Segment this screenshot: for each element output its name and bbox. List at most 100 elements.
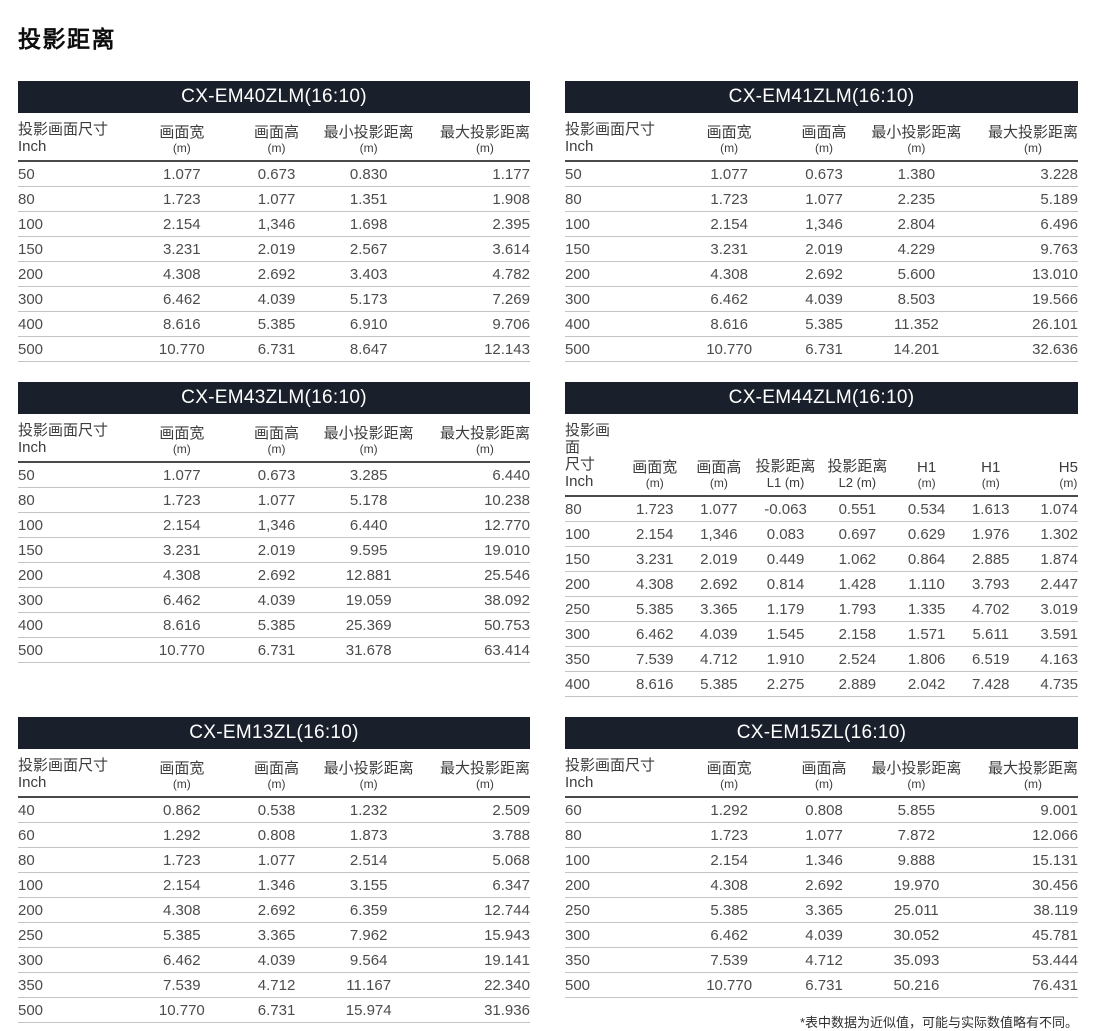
table-cell: 2.042 [907,675,946,693]
table-row: 500 10.770 6.731 31.678 63.414 [18,638,530,663]
table-cell: 100 [18,876,44,894]
column-header: H1 (m) [981,459,1001,490]
table-cell: 2.692 [805,265,843,283]
table-cell: 2.154 [710,215,748,233]
table-cell: 2.514 [349,851,388,869]
table-cell: 500 [18,641,44,659]
column-header: 最大投影距离 (m) [987,124,1078,155]
table-row: 100 2.154 1.346 3.155 6.347 [18,873,530,898]
table-cell: 15.974 [345,1001,392,1019]
table-cell: 6.462 [710,290,748,308]
table-cell: 2.889 [838,675,877,693]
column-header: 画面高 (m) [254,760,300,791]
column-header: 最小投影距离 (m) [323,760,414,791]
table-cell: 4.782 [492,265,530,283]
table-cell: 25.011 [894,901,939,919]
table-cell: 1.723 [163,190,201,208]
table-cell: 0.864 [907,550,946,568]
table-body: 40 0.862 0.538 1.232 2.509 60 1.292 0.808 1.873 3… [18,798,530,1023]
table-cell: 2.885 [971,550,1010,568]
table-cell: 12.143 [484,340,530,358]
table-cell: 6.462 [163,951,201,969]
table-cell: 25.369 [345,616,392,634]
table-cell: 6.462 [710,926,748,944]
table-cell: 1.077 [710,165,748,183]
table-row: 250 5.385 3.365 7.962 15.943 [18,923,530,948]
table-cell: 2.692 [700,575,738,593]
table-cell: 5.173 [349,290,388,308]
table-row: 400 8.616 5.385 11.352 26.101 [565,312,1078,337]
table-cell: 100 [18,516,44,534]
column-header: 画面高 (m) [254,425,300,456]
table-row: 80 1.723 1.077 2.514 5.068 [18,848,530,873]
table-body: 50 1.077 0.673 1.380 3.228 80 1.723 1.077 2.235 5… [565,162,1078,362]
table-cell: 1.077 [257,491,296,509]
table-cell: 1.062 [838,550,877,568]
table-cell: 2.804 [897,215,936,233]
table-cell: 1,346 [257,516,296,534]
table-cell: 2.692 [257,901,296,919]
table-cell: 8.616 [635,675,674,693]
projection-table-cx-em41zlm: CX-EM41ZLM(16:10) 投影画面尺寸 Inch 画面宽 (m) 画面高 (m)… [565,81,1078,362]
table-title: CX-EM13ZL(16:10) [18,717,530,749]
table-row: 40 0.862 0.538 1.232 2.509 [18,798,530,823]
table-cell: 5.385 [163,926,201,944]
table-row: 100 2.154 1.346 9.888 15.131 [565,848,1078,873]
table-cell: 2.154 [163,516,201,534]
table-column-headers: 投影画面尺寸 Inch 画面宽 (m) 画面高 (m) 最小投影距离 (m) 最大投影距离 (m) [18,749,530,798]
table-cell: 1.874 [1040,550,1078,568]
table-cell: 2.154 [163,876,201,894]
table-cell: 3.231 [163,240,201,258]
column-header: 投影画面尺寸Inch [565,422,611,490]
table-cell: 0.538 [257,801,296,819]
table-cell: 7.539 [710,951,748,969]
table-cell: 19.010 [484,541,530,559]
table-cell: 1.908 [492,190,530,208]
table-cell: 0.449 [766,550,805,568]
table-cell: 200 [565,876,591,894]
table-row: 350 7.539 4.712 11.167 22.340 [18,973,530,998]
table-cell: 0.673 [805,165,843,183]
column-header: 画面高 (m) [801,760,847,791]
table-row: 100 2.154 1,346 2.804 6.496 [565,212,1078,237]
table-cell: 6.347 [492,876,530,894]
column-header: 最小投影距离 (m) [871,760,962,791]
table-cell: 200 [18,901,44,919]
table-cell: 5.178 [349,491,388,509]
table-cell: 250 [565,901,591,919]
column-header: 最大投影距离 (m) [439,425,530,456]
table-cell: 400 [565,675,591,693]
table-cell: 50 [18,466,35,484]
table-cell: 2.154 [710,851,748,869]
table-cell: 32.636 [1032,340,1078,358]
table-row: 300 6.462 4.039 19.059 38.092 [18,588,530,613]
table-cell: 80 [18,491,35,509]
table-row: 500 10.770 6.731 14.201 32.636 [565,337,1078,362]
table-cell: 1.976 [971,525,1010,543]
table-row: 50 1.077 0.673 1.380 3.228 [565,162,1078,187]
table-cell: 1.346 [257,876,296,894]
table-cell: 1.723 [710,190,748,208]
table-cell: 35.093 [893,951,940,969]
table-cell: 10.770 [706,976,753,994]
table-cell: 1.723 [710,826,748,844]
table-row: 300 6.462 4.039 1.545 2.158 1.571 5.611 3.591 [565,622,1078,647]
table-cell: 5.611 [972,625,1009,643]
table-cell: 3.285 [349,466,388,484]
page-title: 投影距离 [18,26,116,52]
table-cell: 10.238 [484,491,530,509]
table-cell: 2.019 [257,240,296,258]
table-cell: 8.616 [163,315,201,333]
table-cell: 7.872 [897,826,936,844]
table-cell: 3.155 [349,876,388,894]
column-header: 画面宽 (m) [706,760,752,791]
table-cell: 4.308 [710,876,748,894]
column-header: 最小投影距离 (m) [323,425,414,456]
table-cell: 1.302 [1040,525,1078,543]
table-cell: 1.074 [1040,500,1078,518]
right-bottom-column: CX-EM15ZL(16:10) 投影画面尺寸 Inch 画面宽 (m) 画面高 (m) 最… [565,717,1078,1031]
table-cell: 2.692 [257,265,296,283]
table-cell: 1.077 [163,165,201,183]
